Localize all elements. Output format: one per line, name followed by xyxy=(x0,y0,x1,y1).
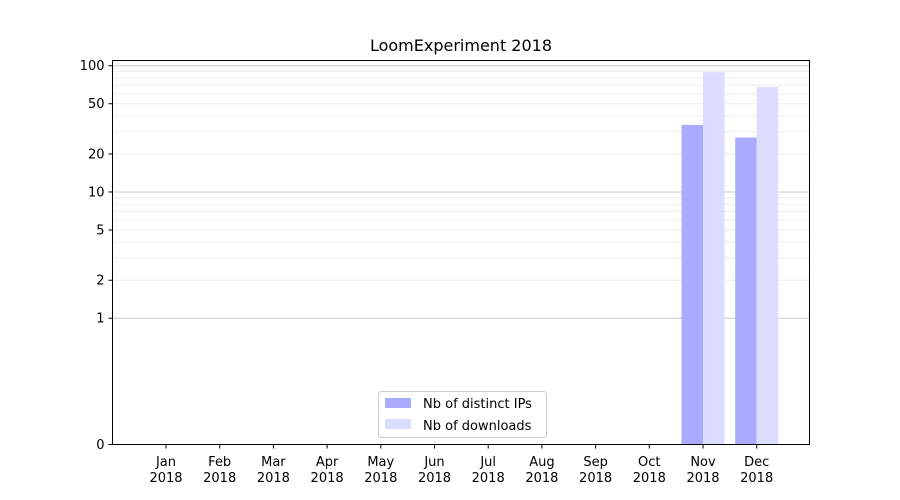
y-tick-label: 50 xyxy=(88,97,105,112)
x-tick-label: Apr xyxy=(316,455,339,470)
y-tick-label: 0 xyxy=(96,438,104,453)
x-tick-year: 2018 xyxy=(311,471,344,486)
x-tick-label: Mar xyxy=(261,455,286,470)
bar-distinct-ips-dec xyxy=(735,137,757,445)
legend-label-downloads: Nb of downloads xyxy=(423,419,532,434)
x-tick-year: 2018 xyxy=(472,471,505,486)
x-tick-label: Feb xyxy=(208,455,231,470)
x-tick-year: 2018 xyxy=(525,471,558,486)
x-tick-year: 2018 xyxy=(149,471,182,486)
bar-distinct-ips-nov xyxy=(681,124,703,445)
x-tick-label: Jan xyxy=(155,455,176,470)
legend-label-distinct-ips: Nb of distinct IPs xyxy=(423,397,532,412)
x-tick-label: Jun xyxy=(423,455,444,470)
x-tick-year: 2018 xyxy=(418,471,451,486)
x-tick-year: 2018 xyxy=(257,471,290,486)
bar-downloads-dec xyxy=(756,86,779,445)
x-tick-label: Dec xyxy=(744,455,769,470)
bar-layer xyxy=(681,72,779,445)
x-tick-year: 2018 xyxy=(740,471,773,486)
x-tick-year: 2018 xyxy=(633,471,666,486)
y-tick-label: 1 xyxy=(96,312,104,327)
y-tick-label: 10 xyxy=(88,185,105,200)
legend: Nb of distinct IPs Nb of downloads xyxy=(378,391,547,438)
x-tick-label: Nov xyxy=(690,455,716,470)
x-axis: Jan2018Feb2018Mar2018Apr2018May2018Jun20… xyxy=(149,444,773,486)
x-tick-label: Jul xyxy=(479,455,496,470)
x-tick-label: Aug xyxy=(529,455,554,470)
plot-frame xyxy=(112,60,810,445)
x-tick-label: Oct xyxy=(638,455,660,470)
x-tick-year: 2018 xyxy=(364,471,397,486)
legend-swatch-downloads xyxy=(385,419,411,429)
y-tick-label: 20 xyxy=(88,147,105,162)
y-tick-label: 2 xyxy=(96,274,104,289)
y-tick-label: 100 xyxy=(80,59,105,74)
legend-swatch-distinct-ips xyxy=(385,398,411,408)
bar-downloads-nov xyxy=(703,72,725,445)
x-tick-year: 2018 xyxy=(203,471,236,486)
x-tick-label: Sep xyxy=(583,455,608,470)
chart-title: LoomExperiment 2018 xyxy=(370,36,552,55)
y-tick-label: 5 xyxy=(96,223,104,238)
x-tick-year: 2018 xyxy=(579,471,612,486)
x-tick-label: May xyxy=(367,455,394,470)
y-axis: 0 1 2 5 10 20 50 100 xyxy=(80,59,113,453)
x-tick-year: 2018 xyxy=(686,471,719,486)
legend-box xyxy=(378,391,547,438)
